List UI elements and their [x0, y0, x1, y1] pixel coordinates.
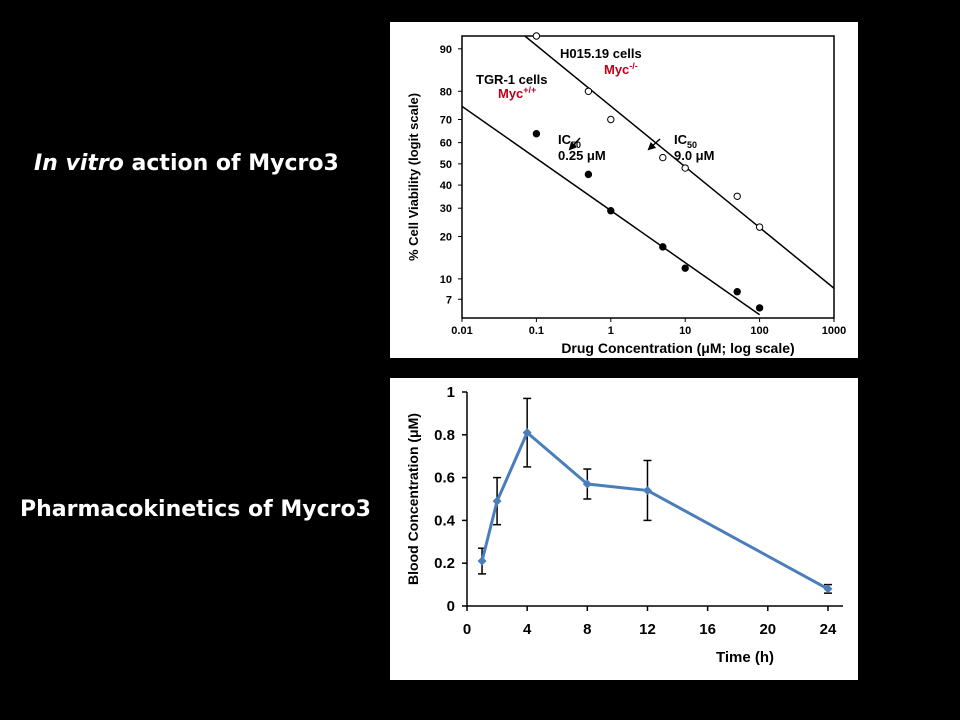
- data-point-open: [755, 223, 764, 231]
- x-tick-label: 0.01: [451, 325, 472, 337]
- genotype-sup: +/+: [523, 85, 536, 95]
- genotype-sup: -/-: [629, 61, 638, 71]
- y-tick-label: 60: [440, 138, 452, 150]
- data-point-diamond: [477, 556, 487, 566]
- ic50-label-tgr1: IC50: [558, 132, 581, 150]
- ic50-sub: 50: [571, 140, 581, 150]
- y-tick-label: 70: [440, 115, 452, 127]
- data-point-filled: [532, 130, 541, 138]
- ic50-value-tgr1: 0.25 μM: [558, 148, 606, 163]
- series-label-h015: H015.19 cells: [560, 46, 642, 61]
- data-point-open: [584, 87, 593, 95]
- caption-pharmacokinetics: Pharmacokinetics of Mycro3: [20, 497, 371, 522]
- y-tick-label: 20: [440, 231, 452, 243]
- data-point-filled: [584, 170, 593, 179]
- genotype-text: Myc: [604, 62, 629, 77]
- viability-chart: 0.01 0.1 1 10 100 1000 7 10 20 30 40 50 60 70 80 90 Drug…: [406, 32, 846, 356]
- y-tick-label: 90: [440, 44, 452, 56]
- x-tick-label: 1: [608, 325, 614, 337]
- y-tick-label: 7: [446, 294, 452, 306]
- fit-line-0: [524, 36, 834, 289]
- data-point-diamond: [642, 485, 652, 495]
- series-label-tgr1: TGR-1 cells: [476, 72, 548, 87]
- plot-frame: [461, 35, 835, 319]
- data-point-open: [607, 115, 615, 124]
- y-axis-label: % Cell Viability (logit scale): [406, 93, 421, 261]
- x-tick-label: 0.1: [529, 325, 544, 337]
- data-point-filled: [681, 264, 689, 272]
- y-tick-label: 0.4: [434, 512, 456, 529]
- caption-in-vitro-rest: action of Mycro3: [123, 151, 339, 176]
- ic50-arrowhead-tgr1: [568, 141, 577, 151]
- y-tick-label: 10: [440, 274, 452, 286]
- caption-in-vitro-emphasis: In vitro: [34, 151, 124, 176]
- data-point-diamond: [823, 584, 833, 594]
- pk-chart: 0 4 8 12 16 20 24 0 0.2 0.4 0.6 0.8 1 Time (h) Blood C…: [405, 384, 843, 666]
- x-tick-label: 20: [759, 621, 776, 638]
- ic50-label-h015: IC50: [674, 132, 697, 150]
- x-tick-label: 12: [639, 621, 656, 638]
- y-tick-label: 40: [440, 180, 452, 192]
- genotype-text: Myc: [498, 86, 523, 101]
- data-point-open: [681, 164, 689, 172]
- data-point-open: [733, 192, 741, 200]
- data-point-diamond: [582, 479, 592, 489]
- y-tick-label: 0: [447, 598, 455, 615]
- y-axis-label: Blood Concentration (μM): [405, 413, 421, 585]
- ic50-text: IC: [674, 132, 688, 147]
- ic50-sub: 50: [687, 140, 697, 150]
- ic50-arrowhead-h015: [647, 142, 657, 151]
- x-tick-label: 16: [699, 621, 716, 638]
- y-tick-label: 0.2: [434, 555, 455, 572]
- y-tick-label: 0.8: [434, 427, 455, 444]
- caption-in-vitro: In vitro action of Mycro3: [34, 151, 339, 176]
- pk-chart-panel: 0 4 8 12 16 20 24 0 0.2 0.4 0.6 0.8 1 Time (h) Blood C…: [390, 378, 858, 680]
- data-point-diamond: [492, 496, 502, 506]
- data-point-filled: [733, 288, 741, 296]
- data-point-diamond: [522, 428, 532, 438]
- x-axis-label: Time (h): [716, 649, 774, 666]
- x-tick-label: 24: [820, 621, 837, 638]
- ic50-value-h015: 9.0 μM: [674, 148, 714, 163]
- y-tick-label: 30: [440, 203, 452, 215]
- data-point-open: [532, 32, 541, 40]
- x-tick-label: 8: [583, 621, 591, 638]
- x-tick-label: 1000: [822, 325, 846, 337]
- data-point-filled: [659, 243, 667, 251]
- y-tick-label: 80: [440, 86, 452, 98]
- series-line: [480, 431, 829, 591]
- viability-chart-panel: 0.01 0.1 1 10 100 1000 7 10 20 30 40 50 60 70 80 90 Drug…: [390, 22, 858, 358]
- data-point-filled: [755, 304, 764, 312]
- ic50-text: IC: [558, 132, 572, 147]
- y-tick-label: 50: [440, 159, 452, 171]
- x-tick-label: 0: [463, 621, 471, 638]
- genotype-label-h015: Myc-/-: [604, 61, 638, 77]
- x-tick-label: 100: [750, 325, 768, 337]
- y-tick-label: 1: [447, 384, 455, 401]
- x-axis-label: Drug Concentration (μM; log scale): [561, 340, 794, 356]
- y-tick-label: 0.6: [434, 470, 455, 487]
- x-tick-label: 4: [523, 621, 532, 638]
- genotype-label-tgr1: Myc+/+: [498, 85, 536, 101]
- data-point-open: [659, 153, 667, 162]
- x-tick-label: 10: [679, 325, 691, 337]
- data-point-filled: [607, 207, 615, 215]
